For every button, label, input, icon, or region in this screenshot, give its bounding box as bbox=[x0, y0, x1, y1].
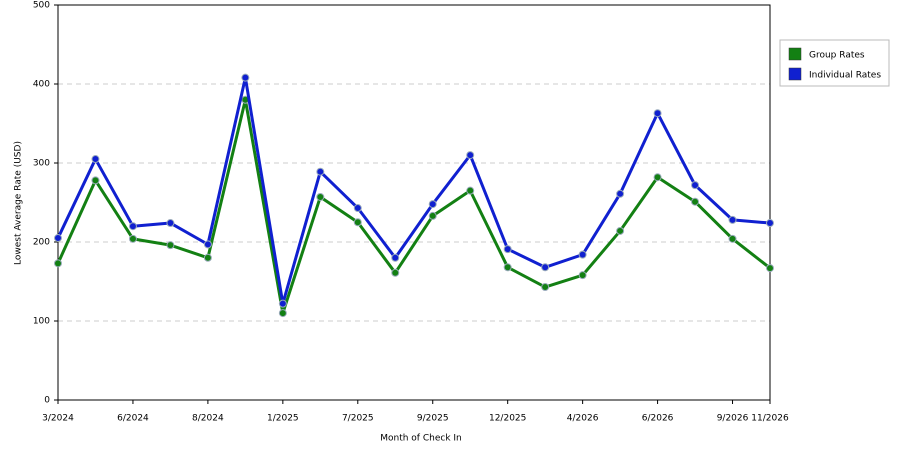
data-point bbox=[503, 263, 512, 272]
data-point bbox=[54, 259, 62, 268]
data-point bbox=[278, 299, 287, 308]
data-point bbox=[728, 234, 737, 243]
x-tick-label: 11/2026 bbox=[751, 414, 789, 424]
plot-frame bbox=[57, 4, 771, 401]
data-point bbox=[203, 253, 212, 262]
data-point bbox=[503, 245, 512, 254]
x-tick-label: 1/2025 bbox=[267, 414, 299, 424]
data-point bbox=[653, 173, 662, 182]
data-point bbox=[616, 189, 625, 198]
data-point bbox=[316, 167, 325, 176]
x-tick-label: 9/2026 bbox=[717, 414, 749, 424]
data-point bbox=[766, 219, 774, 228]
data-point bbox=[91, 176, 100, 185]
series-line bbox=[56, 76, 771, 306]
x-tick-label: 8/2024 bbox=[192, 414, 224, 424]
data-point bbox=[616, 226, 625, 235]
x-axis-label: Month of Check In bbox=[380, 434, 462, 444]
data-point bbox=[353, 204, 362, 213]
series-line bbox=[56, 98, 771, 315]
data-point bbox=[166, 241, 175, 250]
y-tick-label: 200 bbox=[33, 238, 50, 248]
x-tick-label: 6/2024 bbox=[117, 414, 149, 424]
data-point bbox=[166, 219, 175, 228]
x-tick-label: 3/2024 bbox=[42, 414, 74, 424]
data-point bbox=[691, 197, 700, 206]
x-tick-label: 9/2025 bbox=[417, 414, 449, 424]
data-point bbox=[278, 309, 287, 318]
data-point bbox=[541, 263, 550, 272]
data-point bbox=[466, 151, 475, 160]
data-point bbox=[466, 186, 475, 195]
y-axis-label: Lowest Average Rate (USD) bbox=[14, 141, 24, 265]
data-point bbox=[766, 264, 774, 273]
data-point bbox=[541, 283, 550, 292]
legend-label: Group Rates bbox=[809, 51, 865, 61]
data-point bbox=[128, 234, 137, 243]
data-point bbox=[203, 240, 212, 249]
data-point bbox=[578, 250, 587, 259]
data-point bbox=[653, 109, 662, 118]
data-point bbox=[91, 155, 100, 164]
y-tick-label: 100 bbox=[33, 317, 50, 327]
data-point bbox=[353, 218, 362, 227]
y-tick-label: 300 bbox=[33, 159, 50, 169]
y-tick-label: 400 bbox=[33, 80, 50, 90]
x-tick-label: 12/2025 bbox=[489, 414, 526, 424]
data-point bbox=[428, 200, 437, 209]
legend-swatch bbox=[788, 67, 802, 81]
data-point bbox=[391, 253, 400, 262]
y-tick-label: 500 bbox=[33, 1, 50, 11]
data-point bbox=[391, 268, 400, 277]
data-point bbox=[54, 234, 62, 243]
data-point bbox=[128, 222, 137, 231]
data-point bbox=[241, 73, 250, 82]
data-point bbox=[428, 211, 437, 220]
x-tick-label: 7/2025 bbox=[342, 414, 374, 424]
data-point bbox=[316, 192, 325, 201]
y-tick-label: 0 bbox=[44, 396, 50, 406]
x-tick-label: 6/2026 bbox=[642, 414, 674, 424]
legend-swatch bbox=[788, 47, 802, 61]
data-point bbox=[728, 215, 737, 224]
data-point bbox=[691, 181, 700, 190]
legend-label: Individual Rates bbox=[809, 71, 881, 81]
data-point bbox=[578, 271, 587, 280]
x-tick-label: 4/2026 bbox=[567, 414, 599, 424]
